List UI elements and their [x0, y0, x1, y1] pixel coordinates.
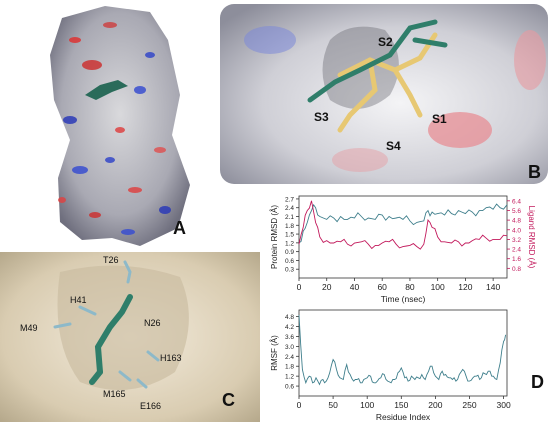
panel-letter-d: D	[531, 372, 544, 392]
residue-label-m165: M165	[103, 389, 126, 399]
protein-surface-image	[50, 6, 190, 246]
site-label-s4: S4	[386, 139, 401, 153]
x-tick-label: 100	[431, 282, 445, 292]
y-tick-label: 0.6	[285, 384, 294, 391]
y-tick-label: 4.8	[285, 314, 294, 321]
x-tick-label: 100	[360, 400, 374, 410]
x-tick-label: 140	[486, 282, 500, 292]
x-tick-label: 300	[496, 400, 510, 410]
panel-letter-b: B	[528, 162, 541, 182]
rmsf-chart: 0 50 100 150 200 250 300 0.6 1.2 1.8 2.4 3.0 3.6 4.2 4…	[270, 309, 511, 422]
x-axis-label: Residue Index	[376, 412, 431, 422]
x-tick-label: 120	[458, 282, 472, 292]
panel-letter-a: A	[173, 218, 186, 238]
x-axis-label: Time (nsec)	[381, 294, 426, 304]
x-tick-label: 20	[322, 282, 332, 292]
plot-frame	[298, 309, 508, 397]
y-tick-label: 1.2	[285, 240, 294, 247]
x-tick-label: 0	[297, 400, 302, 410]
residue-label-e166: E166	[140, 401, 161, 411]
y-tick-label: 1.8	[285, 223, 294, 230]
y-tick-label: 0.9	[285, 249, 294, 256]
panel-c: T26 H41 M49 N26 H163 M165 E166 C	[0, 252, 260, 422]
y-tick-label: 3.0	[285, 344, 294, 351]
panel-a: A	[0, 0, 208, 250]
y2-axis-label: Ligand RMSD (Å)	[527, 206, 536, 269]
y2-tick-label: 6.4	[512, 198, 521, 205]
x-tick-label: 150	[394, 400, 408, 410]
x-tick-label: 80	[405, 282, 415, 292]
residue-sticks	[53, 260, 160, 389]
site-label-s1: S1	[432, 112, 447, 126]
site-label-s3: S3	[314, 110, 329, 124]
residue-label-h41: H41	[70, 295, 87, 305]
y2-tick-label: 2.4	[512, 247, 521, 254]
series-line-left	[298, 203, 508, 244]
residue-label-n26: N26	[144, 318, 161, 328]
y-tick-label: 0.3	[285, 267, 294, 274]
y2-tick-label: 5.6	[512, 208, 521, 215]
panel-d: 0 20 40 60 80 100 120 140 0.3 0.6 0.9 1.2 1.5 1.8 2.1 2…	[265, 186, 550, 422]
y-tick-label: 1.8	[285, 364, 294, 371]
y-tick-label: 2.7	[285, 196, 294, 203]
residue-label-h163: H163	[160, 353, 182, 363]
series-line-right	[298, 200, 508, 250]
y-tick-label: 2.1	[285, 214, 294, 221]
panel-b: S2 S3 S1 S4 B	[210, 0, 550, 185]
x-tick-label: 40	[350, 282, 360, 292]
y-tick-label: 2.4	[285, 354, 294, 361]
y-tick-label: 1.2	[285, 374, 294, 381]
y-tick-label: 1.5	[285, 232, 294, 239]
panel-letter-c: C	[222, 390, 235, 410]
series-line-main	[298, 314, 507, 386]
plot-frame	[298, 195, 508, 279]
y-axis-label: RMSF (Å)	[270, 335, 279, 371]
y-tick-label: 4.2	[285, 324, 294, 331]
x-tick-label: 60	[377, 282, 387, 292]
residue-pocket-image: T26 H41 M49 N26 H163 M165 E166	[0, 252, 260, 422]
residue-label-m49: M49	[20, 323, 38, 333]
y-tick-label: 3.6	[285, 334, 294, 341]
y-tick-label: 2.4	[285, 205, 294, 212]
residue-label-t26: T26	[103, 255, 119, 265]
y2-tick-label: 0.8	[512, 266, 521, 273]
ligand-stick	[85, 80, 128, 100]
x-tick-label: 50	[328, 400, 338, 410]
y-tick-label: 0.6	[285, 258, 294, 265]
x-tick-label: 0	[297, 282, 302, 292]
ligand-sticks	[337, 32, 438, 133]
reference-ligand-sticks	[307, 19, 448, 103]
binding-pocket-image: S2 S3 S1 S4	[220, 4, 548, 184]
y2-tick-label: 4.8	[512, 218, 521, 225]
x-tick-label: 250	[462, 400, 476, 410]
site-label-s2: S2	[378, 35, 393, 49]
y2-tick-label: 1.6	[512, 256, 521, 263]
y2-tick-label: 3.2	[512, 237, 521, 244]
x-tick-label: 200	[428, 400, 442, 410]
ligand-sticks	[89, 294, 133, 385]
y2-tick-label: 4.0	[512, 227, 521, 234]
rmsd-chart: 0 20 40 60 80 100 120 140 0.3 0.6 0.9 1.21.5 1.8 2.1 2…	[270, 195, 536, 304]
y-axis-label: Protein RMSD (Å)	[270, 205, 279, 269]
